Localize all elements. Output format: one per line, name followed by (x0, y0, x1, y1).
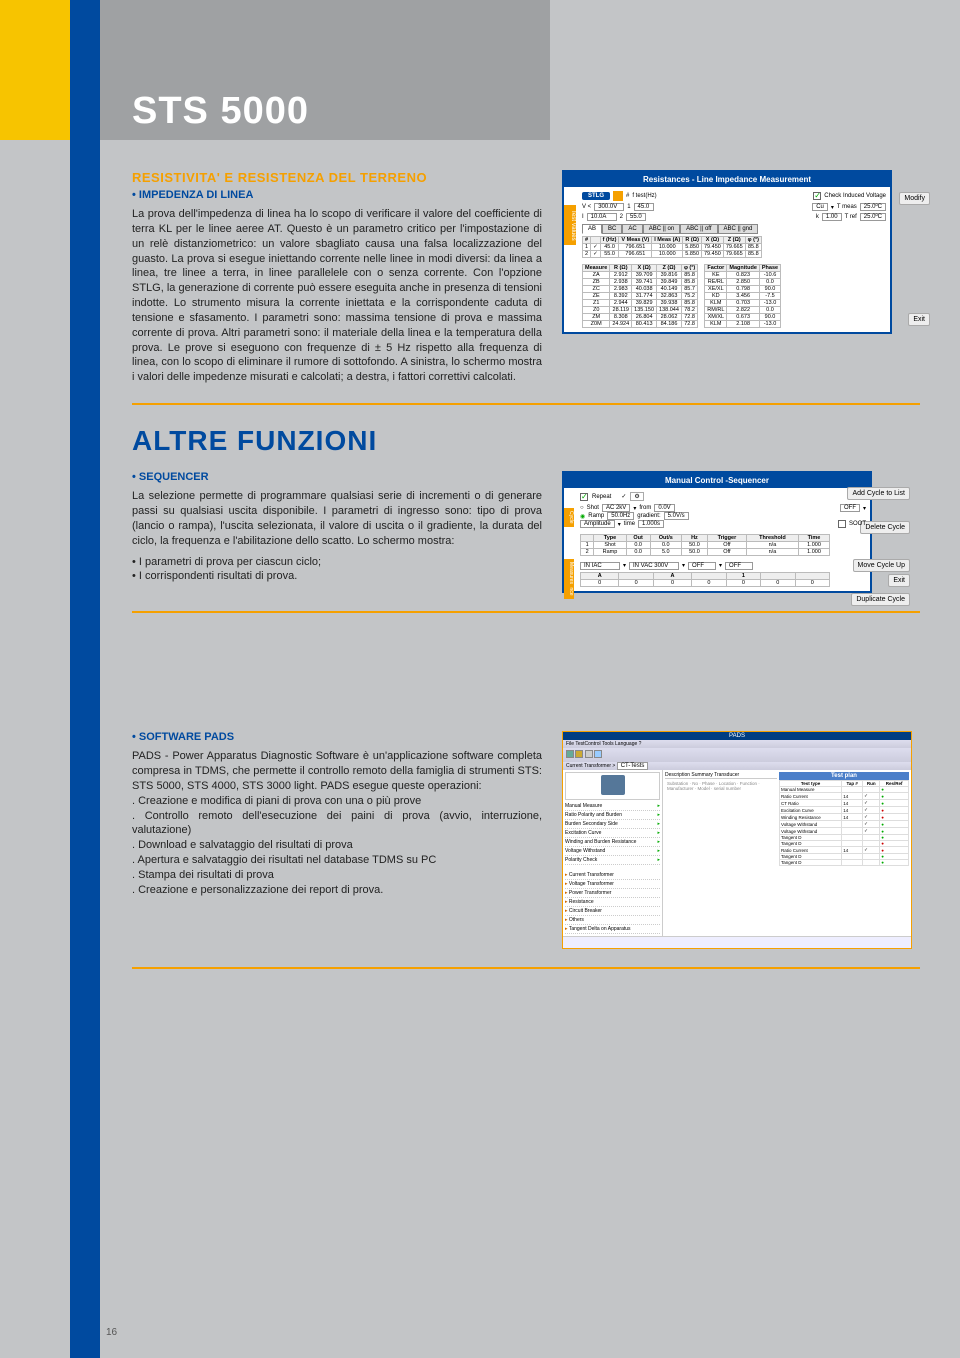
screenshot-sequencer: Manual Control -Sequencer Add Cycle to L… (562, 471, 872, 593)
pads-item[interactable]: Excitation Curve ▸ (565, 829, 660, 838)
ss2-title: Manual Control -Sequencer (564, 473, 870, 488)
tree-item[interactable]: ▸ Current Transformer (565, 871, 660, 880)
time-input[interactable]: 1.000s (638, 520, 664, 528)
sec2-subtitle: • SEQUENCER (132, 471, 542, 483)
off-select[interactable]: OFF (840, 504, 860, 512)
cttests-select[interactable]: CT-Tests (617, 762, 649, 770)
meas-table-1: #f (Hz)V Meas (V)I Meas (A)R (Ω)X (Ω)Z (… (582, 236, 762, 258)
sec3-l1: . Creazione e modifica di piani di prova… (132, 794, 542, 809)
tab-ab[interactable]: AB (582, 224, 602, 234)
sec2-b2: • I corrispondenti risultati di prova. (132, 569, 542, 584)
tab-abc-gnd[interactable]: ABC || gnd (718, 224, 759, 234)
ac-select[interactable]: AC 2kV (602, 504, 630, 512)
section2-heading: ALTRE FUNZIONI (132, 425, 920, 457)
f1-input[interactable]: 45.0 (634, 203, 654, 211)
amp-select[interactable]: Amplitude (580, 520, 615, 528)
tmeas-input[interactable]: 25.0ºC (860, 203, 886, 211)
tree-item[interactable]: ▸ Voltage Transformer (565, 880, 660, 889)
pads-item[interactable]: Ratio Polarity and Burden ▸ (565, 811, 660, 820)
sec3-subtitle: • SOFTWARE PADS (132, 731, 542, 743)
sec1-body: La prova dell'impedenza di linea ha lo s… (132, 207, 542, 385)
sec2-body: La selezione permette di programmare qua… (132, 489, 542, 548)
exit-button[interactable]: Exit (908, 313, 930, 326)
yellow-tab (0, 0, 70, 140)
blue-sidebar (70, 0, 100, 1358)
exit-button-2[interactable]: Exit (888, 574, 910, 587)
tree-item[interactable]: ▸ Circuit Breaker (565, 907, 660, 916)
toolbar-icon[interactable] (575, 750, 583, 758)
tab-abc-on[interactable]: ABC || on (643, 224, 680, 234)
sec3-l4: . Apertura e salvataggio dei risultati n… (132, 853, 542, 868)
tree-item[interactable]: ▸ Tangent Delta on Apparatus (565, 925, 660, 934)
induced-label: Check Induced Voltage (824, 193, 886, 199)
toolbar-icon[interactable] (594, 750, 602, 758)
divider (132, 403, 920, 405)
repeat-check[interactable] (580, 493, 588, 501)
divider2 (132, 611, 920, 613)
tree-item[interactable]: ▸ Others (565, 916, 660, 925)
off2-select[interactable]: OFF (688, 562, 716, 570)
tref-input[interactable]: 25.0ºC (860, 213, 886, 221)
cu-select[interactable]: Cu (812, 203, 828, 211)
pads-item[interactable]: Winding and Burden Resistance ▸ (565, 838, 660, 847)
screenshot-impedance: Resistances - Line Impedance Measurement… (562, 170, 892, 334)
ftest-label: f test(Hz) (632, 193, 656, 199)
tab-ac[interactable]: AC (622, 224, 642, 234)
test-values-tab[interactable]: Test Values (564, 205, 576, 245)
product-title: STS 5000 (132, 90, 309, 133)
modify-button[interactable]: Modify (899, 192, 930, 205)
tree-item[interactable]: ▸ Power Transformer (565, 889, 660, 898)
sec1-subtitle: • IMPEDENZA DI LINEA (132, 189, 542, 201)
pads-item[interactable]: Manual Measure ▸ (565, 802, 660, 811)
meas-table-left: MeasureR (Ω)X (Ω)Z (Ω)φ (°)ZA2.91239.709… (582, 264, 698, 328)
factor-table-right: FactorMagnitudePhaseKE0.823-10.6RE/RL2.8… (704, 264, 781, 328)
i-input[interactable]: 10.0A (587, 213, 617, 221)
v-input[interactable]: 300.0V (594, 203, 624, 211)
ss1-title: Resistances - Line Impedance Measurement (564, 172, 890, 187)
stlg-label: STLG (582, 192, 610, 200)
meas-table: AA10000000 (580, 572, 830, 587)
testplan-header: Test plan (779, 772, 909, 780)
pads-item[interactable]: Burden Secondary Side ▸ (565, 820, 660, 829)
ct-icon (601, 775, 625, 795)
soot-check[interactable] (838, 520, 846, 528)
pads-left-panel: Manual Measure ▸Ratio Polarity and Burde… (563, 770, 663, 936)
sec3-l5: . Stampa dei risultati di prova (132, 868, 542, 883)
pads-item[interactable]: Voltage Withstand ▸ (565, 847, 660, 856)
pads-title: PADS (563, 732, 911, 740)
toolbar-icon[interactable] (566, 750, 574, 758)
dup-cycle-button[interactable]: Duplicate Cycle (851, 593, 910, 606)
invac-select[interactable]: IN VAC 300V (629, 562, 679, 570)
sec3-body: PADS - Power Apparatus Diagnostic Softwa… (132, 749, 542, 794)
tab-bc[interactable]: BC (602, 224, 622, 234)
sec3-l2: . Controllo remoto dell'esecuzione dei p… (132, 809, 542, 839)
measures-tab[interactable]: Measures (564, 559, 574, 587)
sec3-l3: . Download e salvataggio del risultati d… (132, 838, 542, 853)
off3-select[interactable]: OFF (725, 562, 753, 570)
screenshot-pads: PADS File TestControl Tools Language ? C… (562, 731, 912, 949)
testplan-table: Test typeTap #RunRes/RefManual Measure●R… (779, 780, 909, 866)
page-number: 16 (106, 1327, 117, 1338)
k-input[interactable]: 1.00 (822, 213, 842, 221)
from-input[interactable]: 0.0V (654, 504, 674, 512)
cycle-tab[interactable]: Cycle (564, 508, 574, 527)
f2-input[interactable]: 55.0 (626, 213, 646, 221)
toolbar-icon[interactable] (585, 750, 593, 758)
induced-check[interactable] (813, 192, 821, 200)
tree-item[interactable]: ▸ Resistance (565, 898, 660, 907)
pads-item[interactable]: Polarity Check ▸ (565, 856, 660, 865)
tab-abc-off[interactable]: ABC || off (680, 224, 717, 234)
pref-button[interactable]: ⚙ (630, 492, 643, 501)
seq-table: TypeOutOut/sHzTriggerThresholdTime1Shot0… (580, 534, 830, 556)
sec1-title: RESISTIVITA' E RESISTENZA DEL TERRENO (132, 170, 542, 185)
menu-bar[interactable]: File TestControl Tools Language ? (563, 740, 911, 748)
divider3 (132, 967, 920, 969)
tab-row: AB BC AC ABC || on ABC || off ABC || gnd (582, 224, 886, 234)
sec2-b1: • I parametri di prova per ciascun ciclo… (132, 555, 542, 570)
iniac-select[interactable]: IN IAC (580, 562, 620, 570)
grad-input[interactable]: 5.0V/s (664, 512, 689, 520)
hz-input[interactable]: 50.0Hz (607, 512, 634, 520)
sec3-l6: . Creazione e personalizzazione dei repo… (132, 883, 542, 898)
